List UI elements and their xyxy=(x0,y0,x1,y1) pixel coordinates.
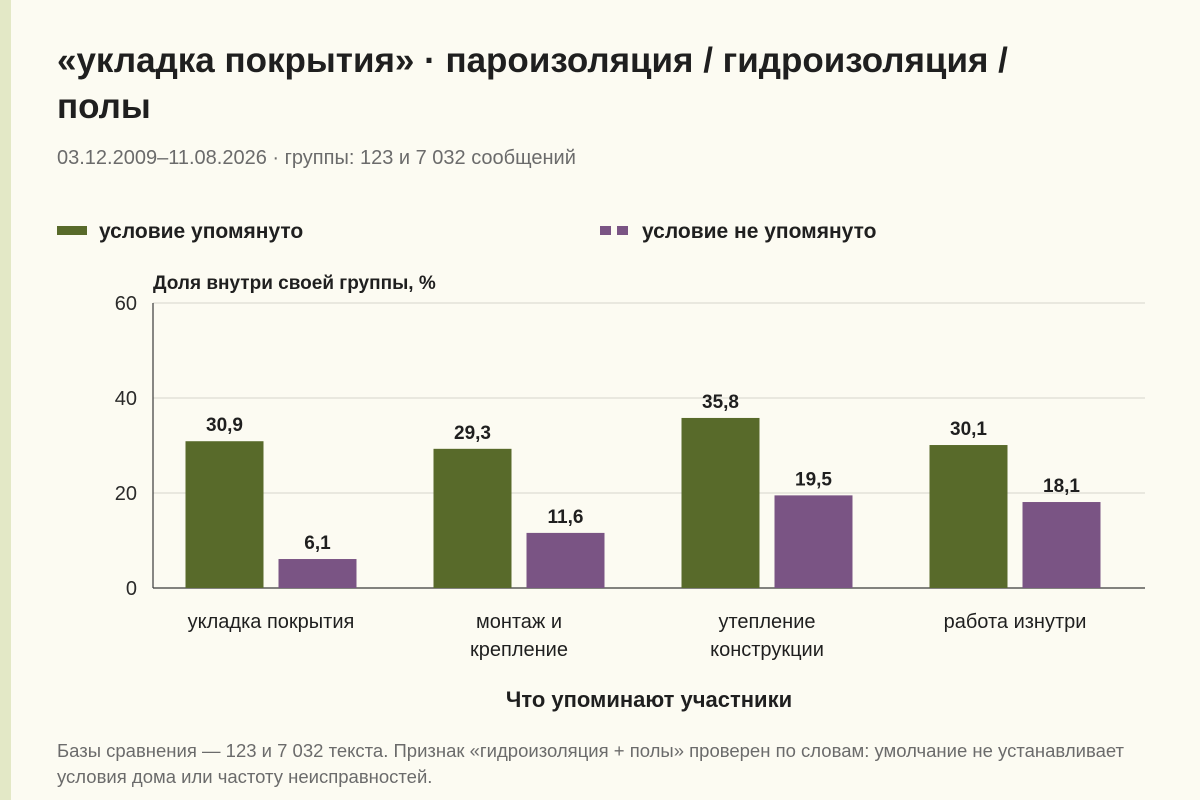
data-label: 6,1 xyxy=(304,533,331,554)
data-label: 29,3 xyxy=(454,423,491,444)
bar xyxy=(929,445,1008,588)
footnote: Базы сравнения — 123 и 7 032 текста. При… xyxy=(57,740,1125,787)
y-tick-label: 40 xyxy=(115,388,137,410)
bar xyxy=(681,417,760,588)
category-label: крепление xyxy=(470,639,568,661)
data-label: 18,1 xyxy=(1043,476,1080,497)
category-label: конструкции xyxy=(710,639,824,661)
bar xyxy=(278,559,357,588)
legend-swatch-solid xyxy=(57,225,87,235)
y-axis-label: Доля внутри своей группы, % xyxy=(153,273,436,294)
legend-label-not-mentioned: условие не упомянуто xyxy=(642,220,877,243)
legend-label-mentioned: условие упомянуто xyxy=(99,220,304,243)
legend-swatch-dashed xyxy=(600,225,630,235)
side-accent-strip xyxy=(0,0,11,800)
chart-subtitle: 03.12.2009–11.08.2026 · группы: 123 и 7 … xyxy=(57,147,576,169)
data-label: 30,9 xyxy=(206,415,243,436)
data-label: 19,5 xyxy=(795,469,832,490)
bar xyxy=(1022,502,1101,588)
x-axis-label: Что упоминают участники xyxy=(505,687,793,712)
data-label: 11,6 xyxy=(548,507,584,528)
category-label: монтаж и xyxy=(476,611,562,633)
data-label: 35,8 xyxy=(702,392,739,413)
bar xyxy=(185,441,264,588)
category-label: утепление xyxy=(718,611,815,633)
category-label: укладка покрытия xyxy=(188,611,355,633)
legend-item-mentioned: условие упомянуто xyxy=(57,220,303,244)
category-label: работа изнутри xyxy=(944,611,1087,633)
bar xyxy=(433,448,512,588)
bar xyxy=(774,495,853,588)
y-tick-label: 60 xyxy=(115,293,137,315)
bar xyxy=(526,532,605,588)
chart-title: «укладка покрытия» · пароизоляция / гидр… xyxy=(57,41,1008,126)
y-tick-label: 20 xyxy=(115,483,137,505)
legend-item-not-mentioned: условие не упомянуто xyxy=(600,220,876,244)
data-label: 30,1 xyxy=(950,419,987,440)
y-tick-label: 0 xyxy=(126,578,137,600)
